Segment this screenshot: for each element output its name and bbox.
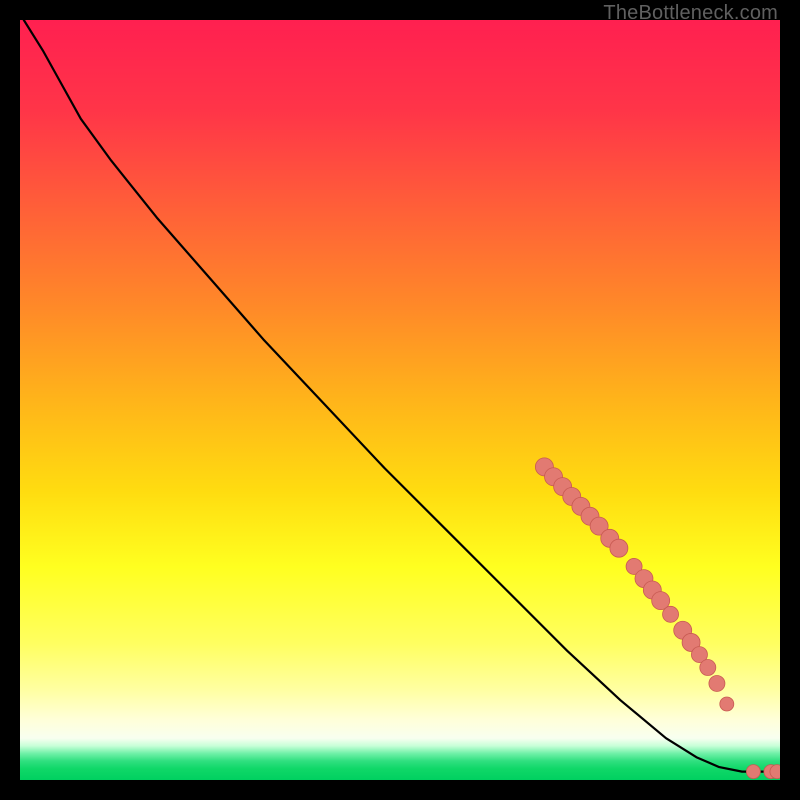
data-marker: [610, 539, 628, 557]
data-marker: [700, 660, 716, 676]
plot-area: [20, 20, 780, 780]
data-marker: [746, 765, 760, 779]
data-marker: [770, 765, 780, 779]
data-marker: [663, 606, 679, 622]
data-marker: [720, 697, 734, 711]
gradient-background: [20, 20, 780, 780]
chart-container: TheBottleneck.com: [0, 0, 800, 800]
data-marker: [709, 675, 725, 691]
